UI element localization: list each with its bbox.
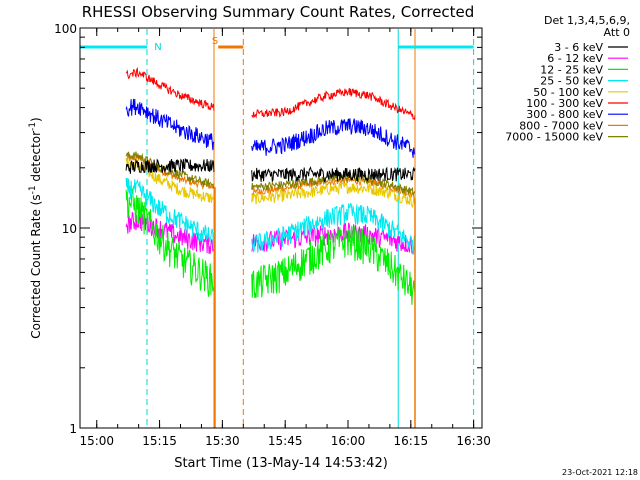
x-tick-label-4: 16:00 [331,434,366,448]
annotation-s: S [212,36,218,47]
legend-label-1: 6 - 12 keV [547,52,603,65]
y-tick-label-0: 1 [69,422,77,436]
y-axis-label-suffix: ) [29,117,43,122]
x-tick-label-1: 15:15 [142,434,177,448]
legend-label-3: 25 - 50 keV [540,75,603,88]
series-line-2-segment-1 [251,225,416,305]
x-tick-label-3: 15:45 [268,434,303,448]
series-line-2-segment-0 [125,188,215,297]
legend-label-5: 100 - 300 keV [526,97,603,110]
x-tick-label-0: 15:00 [79,434,114,448]
y-axis-label: Corrected Count Rate (s-1 detector-1) [28,117,43,338]
x-tick-label-6: 16:30 [456,434,491,448]
legend-header-line-0: Det 1,3,4,5,6,9, [544,14,630,27]
series-line-1-segment-0 [125,211,215,254]
series-line-4-segment-0 [125,158,215,203]
x-tick-label-2: 15:30 [205,434,240,448]
series-line-4-segment-1 [251,181,416,209]
chart-title: RHESSI Observing Summary Count Rates, Co… [82,3,475,21]
x-tick-label-5: 16:15 [394,434,429,448]
x-axis-label: Start Time (13-May-14 14:53:42) [174,456,388,471]
y-axis-label-mid: detector [29,131,43,186]
series-line-0-segment-1 [251,166,416,182]
series-line-3-segment-0 [125,177,215,250]
series-line-8-segment-1 [251,171,416,196]
y-tick-label-2: 100 [54,22,77,36]
series-line-7-segment-0 [125,153,215,191]
y-axis-label-sup1: -1 [28,185,38,194]
plot-area: NS [80,29,475,428]
legend-label-0: 3 - 6 keV [554,41,603,54]
legend-label-4: 50 - 100 keV [533,86,603,99]
series-line-5-segment-0 [125,66,215,111]
annotation-n: N [154,42,161,53]
series-line-6-segment-1 [251,118,416,158]
axes: 15:00 15:15 15:30 15:45 16:00 16:15 16:30 1 10 10… [54,22,491,448]
y-axis-label-prefix: Corrected Count Rate (s [29,194,43,338]
legend-header-line-1: Att 0 [604,26,630,39]
series-line-3-segment-1 [251,202,416,255]
series-line-0-segment-0 [125,158,215,174]
series-line-8-segment-0 [125,151,215,189]
legend-label-6: 300 - 800 keV [526,108,603,121]
series-line-6-segment-0 [125,98,215,151]
series-line-5-segment-1 [251,87,416,121]
legend-label-7: 800 - 7000 keV [519,119,603,132]
y-tick-label-1: 10 [62,222,77,236]
timestamp: 23-Oct-2021 12:18 [562,468,638,477]
legend-label-2: 12 - 25 keV [540,63,603,76]
legend-label-8: 7000 - 15000 keV [505,131,603,144]
y-axis-label-sup2: -1 [28,122,38,131]
